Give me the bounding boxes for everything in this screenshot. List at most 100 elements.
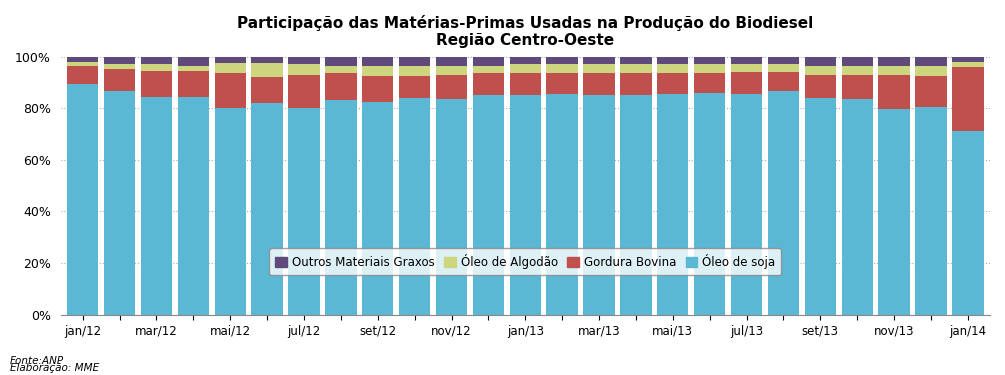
Bar [805, 57, 836, 66]
Bar [104, 92, 136, 315]
Bar [952, 57, 984, 62]
Bar [288, 75, 320, 108]
Bar [620, 73, 651, 95]
Bar [510, 64, 541, 73]
Bar [510, 57, 541, 64]
Bar [694, 64, 726, 73]
Bar [67, 66, 98, 84]
Bar [583, 95, 615, 315]
Bar [657, 57, 688, 64]
Bar [657, 64, 688, 73]
Bar [67, 84, 98, 315]
Bar [841, 66, 873, 75]
Bar [841, 75, 873, 99]
Bar [288, 108, 320, 315]
Bar [878, 57, 910, 66]
Bar [768, 57, 799, 64]
Bar [251, 63, 282, 77]
Bar [841, 99, 873, 315]
Bar [952, 130, 984, 315]
Bar [731, 64, 762, 72]
Title: Participação das Matérias-Primas Usadas na Produção do Biodiesel
Região Centro-O: Participação das Matérias-Primas Usadas … [237, 15, 813, 48]
Bar [178, 71, 209, 96]
Bar [952, 62, 984, 68]
Bar [583, 64, 615, 73]
Bar [436, 57, 467, 66]
Bar [326, 57, 357, 66]
Bar [436, 75, 467, 99]
Bar [620, 95, 651, 315]
Text: Elaboração: MME: Elaboração: MME [10, 363, 99, 373]
Bar [768, 92, 799, 315]
Bar [878, 66, 910, 75]
Bar [731, 57, 762, 64]
Bar [362, 57, 393, 66]
Bar [399, 66, 430, 76]
Bar [436, 99, 467, 315]
Bar [399, 76, 430, 98]
Bar [657, 94, 688, 315]
Bar [694, 93, 726, 315]
Bar [326, 73, 357, 100]
Bar [805, 75, 836, 98]
Bar [916, 107, 947, 315]
Bar [694, 57, 726, 64]
Bar [362, 102, 393, 315]
Legend: Outros Materiais Graxos, Óleo de Algodão, Gordura Bovina, Óleo de soja: Outros Materiais Graxos, Óleo de Algodão… [269, 248, 781, 275]
Bar [620, 64, 651, 73]
Bar [620, 57, 651, 64]
Bar [288, 64, 320, 75]
Bar [215, 63, 246, 73]
Bar [472, 57, 505, 66]
Text: Fonte:ANP: Fonte:ANP [10, 356, 64, 366]
Bar [326, 66, 357, 73]
Bar [694, 73, 726, 93]
Bar [251, 103, 282, 315]
Bar [326, 100, 357, 315]
Bar [178, 66, 209, 71]
Bar [178, 96, 209, 315]
Bar [878, 110, 910, 315]
Bar [141, 71, 172, 96]
Bar [805, 98, 836, 315]
Bar [547, 64, 578, 73]
Bar [878, 75, 910, 109]
Bar [583, 73, 615, 95]
Bar [841, 57, 873, 66]
Bar [916, 76, 947, 107]
Bar [547, 57, 578, 64]
Bar [916, 57, 947, 66]
Bar [178, 57, 209, 66]
Bar [510, 95, 541, 315]
Bar [436, 66, 467, 75]
Bar [215, 57, 246, 63]
Bar [362, 66, 393, 76]
Bar [104, 57, 136, 64]
Bar [104, 69, 136, 92]
Bar [768, 72, 799, 92]
Bar [657, 73, 688, 94]
Bar [510, 73, 541, 95]
Bar [362, 76, 393, 102]
Bar [399, 98, 430, 315]
Bar [67, 62, 98, 66]
Bar [399, 57, 430, 66]
Bar [547, 73, 578, 94]
Bar [472, 73, 505, 95]
Bar [805, 66, 836, 75]
Bar [215, 73, 246, 108]
Bar [731, 94, 762, 315]
Bar [916, 66, 947, 76]
Bar [215, 108, 246, 315]
Bar [472, 95, 505, 315]
Bar [104, 64, 136, 69]
Bar [141, 64, 172, 71]
Bar [731, 72, 762, 94]
Bar [251, 57, 282, 63]
Bar [768, 64, 799, 72]
Bar [141, 57, 172, 64]
Bar [583, 57, 615, 64]
Bar [952, 68, 984, 130]
Bar [472, 66, 505, 73]
Bar [251, 77, 282, 103]
